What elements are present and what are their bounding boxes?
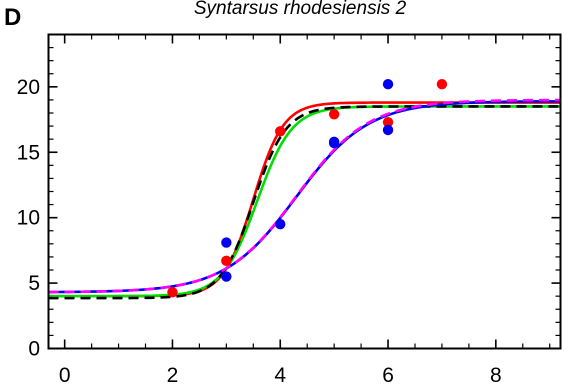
y-tick-label: 5 bbox=[28, 272, 40, 295]
data-point bbox=[382, 116, 394, 128]
data-point bbox=[275, 219, 286, 230]
data-point bbox=[221, 237, 232, 248]
panel-label: D bbox=[4, 4, 21, 31]
data-point bbox=[382, 79, 394, 90]
fit-curve bbox=[49, 101, 560, 298]
data-point bbox=[436, 79, 448, 90]
data-point bbox=[328, 137, 340, 149]
data-point bbox=[328, 109, 340, 120]
x-tick-label: 2 bbox=[167, 364, 179, 387]
x-tick-label: 4 bbox=[274, 364, 286, 387]
data-point bbox=[382, 124, 394, 136]
data-point bbox=[221, 271, 232, 282]
plot-frame bbox=[47, 33, 562, 350]
data-point bbox=[221, 255, 232, 267]
chart-title: Syntarsus rhodesiensis 2 bbox=[194, 0, 407, 19]
x-tick-label: 6 bbox=[382, 364, 394, 387]
data-point bbox=[167, 287, 178, 298]
fit-curve bbox=[49, 100, 560, 294]
plot-layer: 0 2 4 6 8 0 5 10 15 20 bbox=[17, 34, 561, 387]
y-tick-label: 20 bbox=[17, 76, 40, 99]
fit-curve bbox=[49, 105, 560, 298]
x-tick-label: 8 bbox=[490, 364, 502, 387]
fit-curve bbox=[49, 98, 560, 294]
x-tick-label: 0 bbox=[59, 364, 71, 387]
data-point bbox=[275, 126, 286, 137]
fit-curve bbox=[49, 105, 560, 300]
y-tick-label: 0 bbox=[28, 338, 40, 361]
y-tick-label: 10 bbox=[17, 207, 40, 230]
y-tick-label: 15 bbox=[17, 141, 40, 164]
